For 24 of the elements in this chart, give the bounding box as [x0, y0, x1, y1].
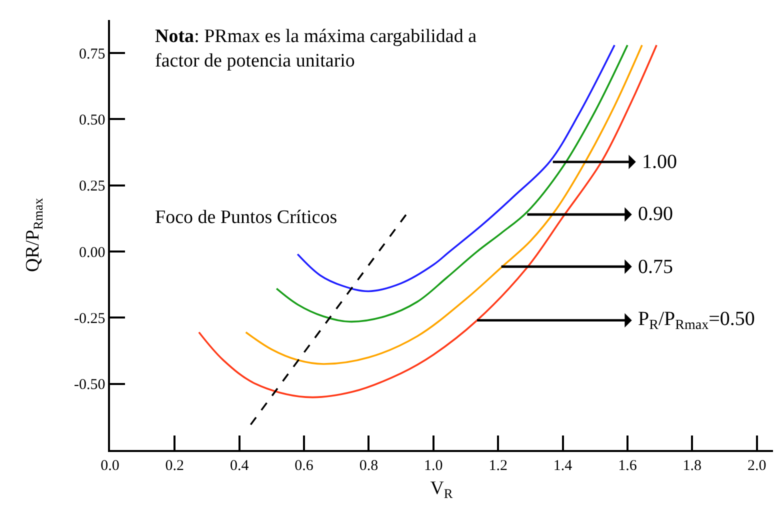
y-tick-label: 0.50 — [79, 112, 106, 128]
x-tick-label: 1.6 — [618, 458, 638, 474]
annotation: 0.90 — [638, 203, 673, 225]
x-axis-title: V$_{R}$ — [430, 478, 453, 502]
annotation: P$_{R}$/P$_{Rmax}$=0.50 — [638, 308, 755, 334]
annotation: Foco de Puntos Críticos — [155, 207, 338, 228]
y-tick-label: 0.25 — [79, 178, 106, 195]
y-tick-label: -0.25 — [74, 310, 106, 327]
y-tick-label: 0.75 — [79, 46, 106, 62]
y-tick-label: 0.00 — [79, 244, 106, 261]
x-tick-label: 1.2 — [488, 458, 508, 474]
x-tick-label: 1.8 — [682, 458, 702, 474]
y-tick-label: -0.50 — [74, 377, 106, 394]
x-tick-label: 1.4 — [553, 458, 573, 474]
x-tick-label: 0.2 — [165, 458, 184, 474]
annotation: 1.00 — [642, 151, 677, 173]
x-tick-label: 0.8 — [359, 458, 378, 474]
x-tick-label: 0.4 — [230, 458, 250, 474]
annotation: 0.75 — [638, 256, 673, 278]
x-tick-label: 1.0 — [424, 458, 443, 474]
x-tick-label: 0.6 — [294, 458, 314, 474]
x-tick-label: 0.0 — [100, 458, 120, 474]
annotation: Nota: PRmax es la máxima cargabilidad a factor de potencia unitario — [155, 26, 478, 72]
x-tick-label: 2.0 — [747, 458, 766, 474]
